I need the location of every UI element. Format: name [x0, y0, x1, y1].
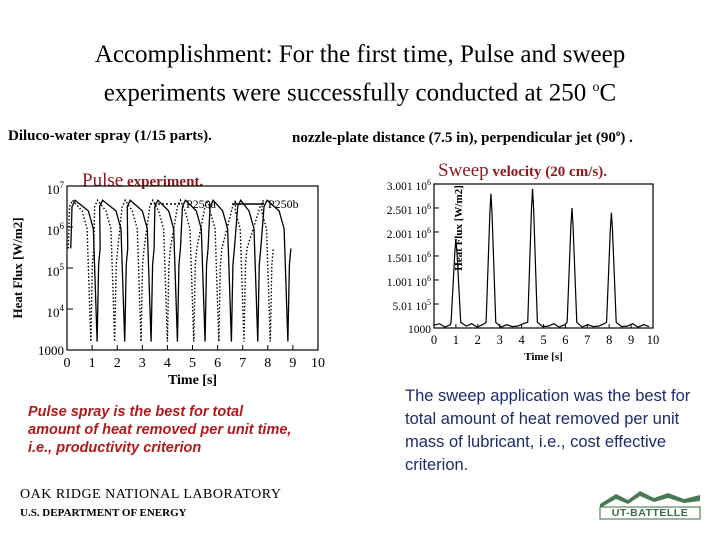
sweep-note: The sweep application was the best for t…	[405, 387, 691, 474]
pulse-y-tick-label: 104	[47, 303, 65, 320]
sweep-x-tick-label: 4	[518, 333, 525, 347]
sweep-x-tick-label: 10	[647, 333, 660, 347]
pulse-legend-label: P250a	[186, 197, 217, 211]
pulse-x-tick-label: 9	[289, 356, 296, 371]
sweep-x-axis-label: Time [s]	[524, 351, 563, 363]
sweep-y-tick-label: 1.001 106	[387, 274, 431, 289]
sweep-x-tick-label: 2	[475, 333, 481, 347]
sweep-caption: Sweep velocity (20 cm/s).	[438, 160, 607, 182]
sweep-caption-small: velocity (20 cm/s).	[488, 164, 607, 180]
pulse-note: Pulse spray is the best for total amount…	[28, 404, 292, 456]
title-line-1: Accomplishment: For the first time, Puls…	[94, 41, 626, 68]
pulse-x-tick-label: 0	[64, 356, 71, 371]
sweep-plot-frame	[433, 183, 654, 329]
pulse-x-tick-label: 1	[89, 356, 96, 371]
right-subtitle-superscript: o	[615, 128, 621, 138]
pulse-x-axis-label: Time [s]	[168, 373, 217, 388]
sweep-y-tick-label: 2.001 106	[387, 226, 431, 241]
sweep-chart: 0 1 2 3 4 5 6 7 8 9 10 1000 5.01 105 1.001 106 1.501 1…	[387, 178, 660, 363]
sweep-x-tick-label: 8	[606, 333, 612, 347]
sweep-x-tick-label: 9	[628, 333, 634, 347]
logo-text: UT-BATTELLE	[611, 507, 689, 519]
pulse-x-tick-label: 4	[164, 356, 171, 371]
left-subtitle: Diluco-water spray (1/15 parts).	[8, 128, 212, 144]
ut-battelle-logo: UT-BATTELLE	[598, 488, 702, 520]
pulse-legend-label: P250b	[268, 197, 299, 211]
pulse-x-tick-label: 8	[264, 356, 271, 371]
sweep-x-tick-label: 1	[453, 333, 459, 347]
slide-title: Accomplishment: For the first time, Puls…	[0, 38, 720, 109]
pulse-series-p250a	[67, 197, 275, 342]
title-line-2-unit: C	[599, 79, 617, 107]
title-superscript: o	[592, 80, 600, 95]
sweep-x-tick-label: 3	[497, 333, 503, 347]
right-subtitle-end: ) .	[620, 130, 633, 146]
right-subtitle-text: nozzle-plate distance (7.5 in), perpendi…	[292, 130, 616, 146]
sweep-y-tick-label: 1.501 106	[387, 250, 431, 265]
right-subtitle: nozzle-plate distance (7.5 in), perpendi…	[292, 128, 633, 147]
sweep-y-tick-label: 3.001 106	[387, 178, 431, 193]
pulse-y-tick-label: 106	[47, 221, 65, 238]
sweep-x-tick-label: 5	[540, 333, 546, 347]
pulse-x-tick-label: 3	[139, 356, 146, 371]
doe-line: U.S. DEPARTMENT OF ENERGY	[20, 507, 187, 519]
pulse-x-tick-label: 7	[239, 356, 246, 371]
pulse-x-tick-label: 2	[114, 356, 121, 371]
sweep-x-tick-label: 0	[431, 333, 437, 347]
pulse-y-tick-label: 105	[47, 262, 65, 279]
sweep-x-tick-label: 6	[562, 333, 568, 347]
pulse-y-axis-label: Heat Flux [W/m2]	[10, 217, 25, 318]
sweep-y-tick-label: 2.501 106	[387, 202, 431, 217]
pulse-chart: 0 1 2 3 4 5 6 7 8 9 10 1000 104 105 106 107 Time [s] Heat…	[10, 180, 325, 388]
title-line-2: experiments were successfully conducted …	[0, 71, 720, 109]
pulse-x-tick-label: 10	[311, 356, 325, 371]
sweep-series-line	[433, 188, 650, 328]
ornl-line: OAK RIDGE NATIONAL LABORATORY	[20, 487, 282, 502]
sweep-x-tick-label: 7	[584, 333, 590, 347]
sweep-y-tick-label: 1000	[408, 324, 431, 336]
pulse-y-tick-label: 1000	[38, 343, 64, 358]
pulse-series-p250b	[70, 198, 292, 342]
sweep-y-axis-label: Heat Flux [W/m2]	[453, 185, 465, 271]
title-line-2-text: experiments were successfully conducted …	[103, 79, 593, 107]
pulse-x-tick-label: 5	[189, 356, 196, 371]
sweep-y-tick-label: 5.01 105	[393, 298, 432, 313]
pulse-y-tick-label: 107	[47, 180, 65, 197]
sweep-caption-big: Sweep	[438, 160, 489, 181]
pulse-x-tick-label: 6	[214, 356, 221, 371]
